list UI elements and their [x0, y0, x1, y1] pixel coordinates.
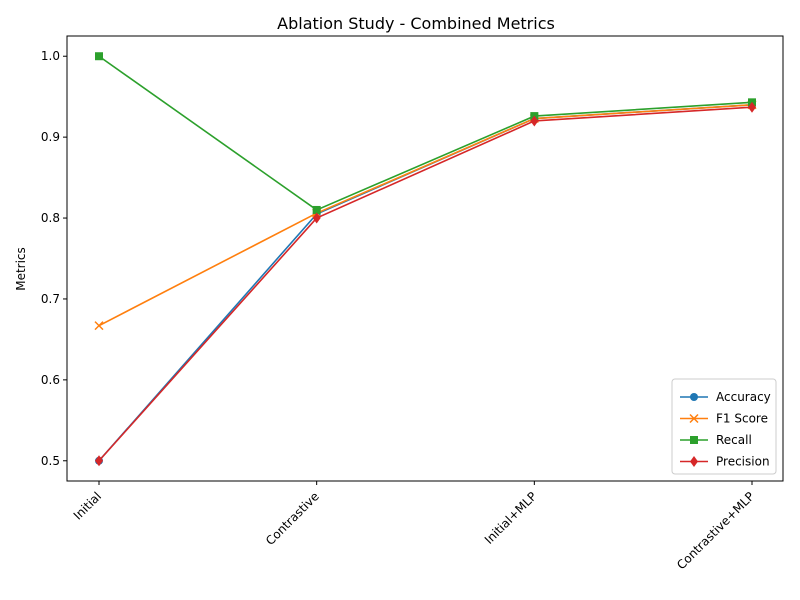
series-line-accuracy [98, 103, 753, 462]
y-tick-label: 0.9 [41, 130, 60, 144]
x-tick-label: Initial [71, 489, 104, 522]
x-tick-label: Initial+MLP [482, 489, 540, 547]
data-point-f1-score [94, 321, 104, 331]
y-tick-label: 0.7 [41, 292, 60, 306]
legend-marker-recall [690, 436, 698, 444]
data-point-recall [312, 205, 321, 214]
y-tick-label: 0.5 [41, 454, 60, 468]
chart-title: Ablation Study - Combined Metrics [277, 14, 555, 33]
legend-label: Precision [716, 455, 770, 469]
data-point-recall [95, 52, 103, 61]
legend-marker-precision [690, 456, 698, 467]
legend-item-precision: Precision [680, 455, 770, 469]
y-tick-label: 1.0 [41, 49, 60, 63]
legend-label: Recall [716, 433, 752, 447]
legend-label: F1 Score [716, 412, 768, 426]
legend-item-recall: Recall [680, 433, 752, 447]
data-point-precision [95, 455, 103, 467]
y-tick-label: 0.6 [41, 373, 60, 387]
x-tick-label: Contrastive+MLP [674, 489, 757, 572]
data-point-precision [748, 101, 756, 113]
y-axis: 0.5 0.6 0.7 0.8 0.9 1.0 [41, 49, 67, 468]
legend-marker-accuracy [690, 393, 698, 401]
legend-item-accuracy: Accuracy [680, 390, 771, 404]
y-tick-label: 0.8 [41, 211, 60, 225]
legend-item-f1-score: F1 Score [680, 412, 768, 426]
legend-label: Accuracy [716, 390, 771, 404]
series-line-precision [98, 106, 753, 462]
x-axis: Initial Contrastive Initial+MLP Contrastive… [71, 481, 757, 572]
data-point-precision [312, 212, 321, 224]
series-recall [95, 52, 756, 214]
series-line-f1-score [98, 103, 753, 327]
x-tick-label: Contrastive [263, 489, 322, 548]
series-accuracy [95, 100, 756, 465]
series-line-recall [98, 55, 753, 211]
legend-marker-f1-score [689, 413, 699, 424]
data-point-precision [530, 115, 539, 127]
legend-box [671, 378, 777, 475]
series-precision [95, 101, 756, 467]
legend: Accuracy F1 Score Recall Precision [671, 378, 777, 475]
series-f1-score [94, 100, 757, 331]
series-layer [94, 52, 757, 467]
plot-area-frame [66, 35, 784, 482]
y-axis-label: Metrics [14, 247, 28, 291]
